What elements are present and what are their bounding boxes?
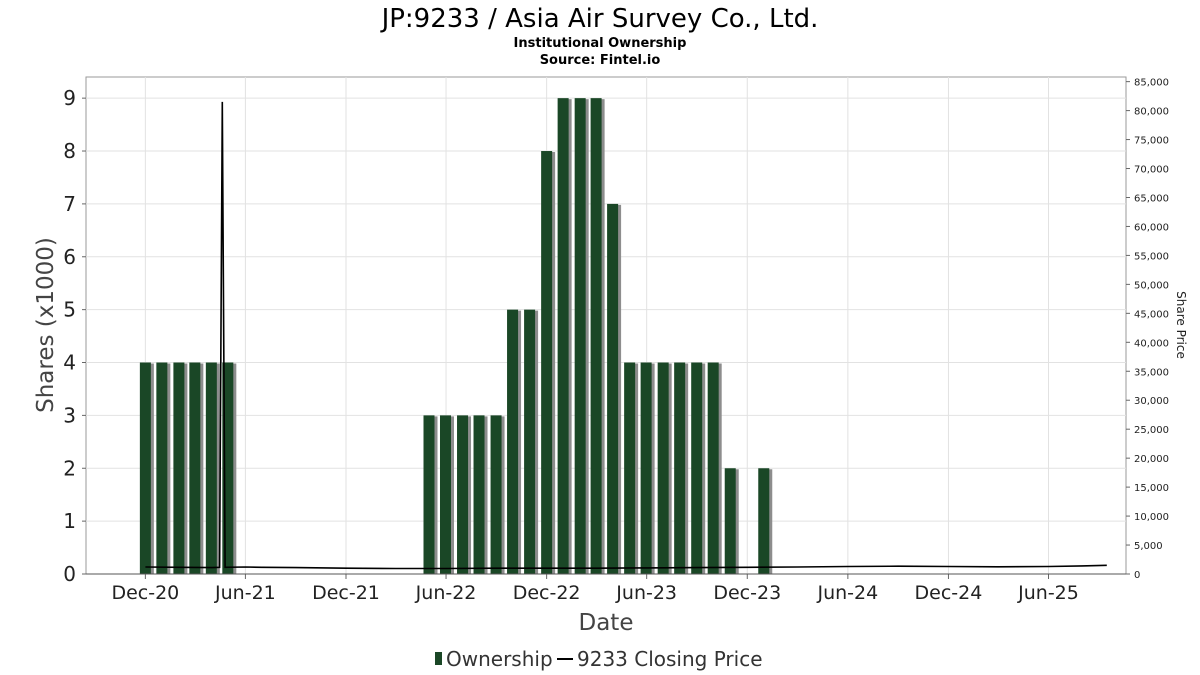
y2-tick-label: 40,000 xyxy=(1134,338,1169,349)
x-tick-label: Dec-21 xyxy=(312,582,380,604)
ownership-bar xyxy=(624,362,636,574)
y-tick-label: 3 xyxy=(63,403,76,427)
x-axis-label: Date xyxy=(579,610,634,636)
y2-tick-label: 25,000 xyxy=(1134,425,1169,436)
y2-tick-label: 5,000 xyxy=(1134,541,1163,552)
ownership-bar xyxy=(657,362,669,574)
ownership-bar xyxy=(640,362,652,574)
y-tick-label: 5 xyxy=(63,298,76,322)
y2-tick-label: 80,000 xyxy=(1134,107,1169,118)
y2-tick-label: 55,000 xyxy=(1134,251,1169,262)
plot-frame xyxy=(85,76,1127,575)
x-tick-label: Jun-22 xyxy=(415,582,477,604)
ownership-bar xyxy=(574,98,586,575)
chart-subtitle: Institutional Ownership xyxy=(514,36,687,51)
x-tick-label: Jun-23 xyxy=(615,582,677,604)
ownership-bar xyxy=(724,468,736,574)
y2-axis-label: Share Price xyxy=(1174,291,1188,359)
ownership-bar xyxy=(607,203,619,574)
ownership-bar xyxy=(674,362,686,574)
ownership-bar xyxy=(524,309,536,574)
legend: Ownership 9233 Closing Price xyxy=(435,647,763,671)
ownership-bar xyxy=(590,98,602,575)
y2-tick-label: 60,000 xyxy=(1134,222,1169,233)
y2-tick-label: 35,000 xyxy=(1134,367,1169,378)
y-tick-label: 0 xyxy=(63,562,76,586)
x-tick-label: Dec-23 xyxy=(713,582,781,604)
ownership-bar xyxy=(139,362,151,574)
y-tick-label: 7 xyxy=(63,192,76,216)
ownership-bar xyxy=(557,98,569,575)
ownership-bar xyxy=(423,415,435,574)
x-tick-label: Dec-20 xyxy=(111,582,179,604)
y2-tick-label: 45,000 xyxy=(1134,309,1169,320)
y2-tick-label: 0 xyxy=(1134,570,1140,581)
y2-tick-label: 70,000 xyxy=(1134,165,1169,176)
y2-tick-label: 75,000 xyxy=(1134,136,1169,147)
legend-ownership-label: Ownership xyxy=(446,647,553,671)
x-tick-label: Dec-22 xyxy=(513,582,581,604)
ownership-bar xyxy=(439,415,451,574)
x-tick-label: Dec-24 xyxy=(915,582,983,604)
x-tick-label: Jun-25 xyxy=(1017,582,1079,604)
y-axis-label: Shares (x1000) xyxy=(33,237,59,413)
ownership-bar xyxy=(173,362,185,574)
ownership-bar xyxy=(541,151,553,574)
legend-price-label: 9233 Closing Price xyxy=(577,647,763,671)
ownership-bar xyxy=(691,362,703,574)
y-tick-label: 4 xyxy=(63,351,76,375)
legend-ownership-swatch xyxy=(435,652,442,665)
ownership-bar xyxy=(507,309,519,574)
ownership-bar xyxy=(707,362,719,574)
y-tick-label: 9 xyxy=(63,86,76,110)
y2-tick-label: 85,000 xyxy=(1134,78,1169,89)
x-tick-label: Jun-24 xyxy=(816,582,878,604)
y-tick-label: 1 xyxy=(63,509,76,533)
y-tick-label: 6 xyxy=(63,245,76,269)
ownership-bar xyxy=(490,415,502,574)
chart-source: Source: Fintel.io xyxy=(540,53,661,68)
chart-title: JP:9233 / Asia Air Survey Co., Ltd. xyxy=(380,4,819,34)
ownership-bar xyxy=(473,415,485,574)
ownership-bar xyxy=(189,362,201,574)
y2-tick-label: 65,000 xyxy=(1134,193,1169,204)
x-tick-label: Jun-21 xyxy=(214,582,276,604)
y-tick-label: 2 xyxy=(63,456,76,480)
y2-tick-label: 30,000 xyxy=(1134,396,1169,407)
price-line xyxy=(145,101,1107,570)
y2-tick-label: 50,000 xyxy=(1134,280,1169,291)
y2-tick-label: 10,000 xyxy=(1134,512,1169,523)
y2-tick-label: 20,000 xyxy=(1134,454,1169,465)
plot-area: 0 1 2 3 4 5 6 7 8 9 0 5,000 10,000 15,000 20,000 25,000… xyxy=(63,76,1169,604)
ownership-bar xyxy=(156,362,168,574)
y2-tick-label: 15,000 xyxy=(1134,483,1169,494)
ownership-bar xyxy=(758,468,770,574)
ownership-bar xyxy=(222,362,234,574)
ownership-bar xyxy=(205,362,217,574)
ownership-bar xyxy=(457,415,469,574)
y-tick-label: 8 xyxy=(63,139,76,163)
